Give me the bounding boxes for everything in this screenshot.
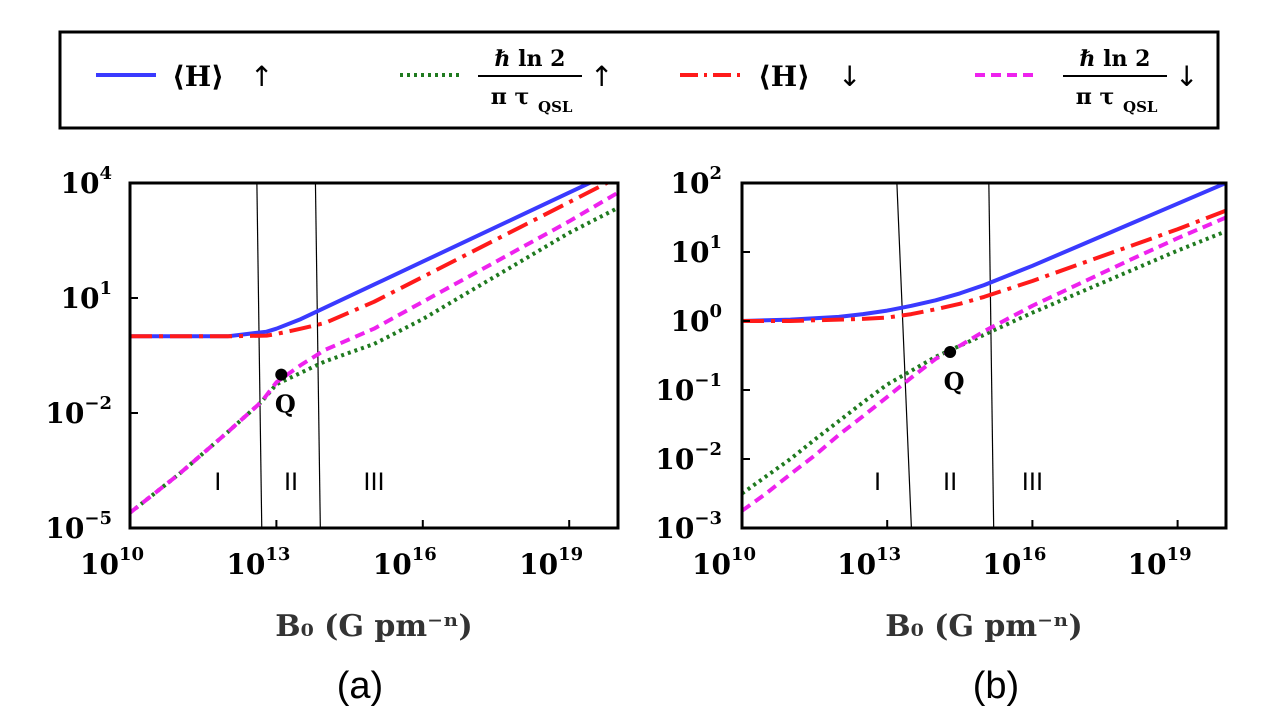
legend-arrow-qsl-up: ↑ [590, 60, 613, 93]
y-tick-label: 10−2 [45, 393, 112, 430]
x-axis-label: B₀ (G pm⁻ⁿ) [885, 609, 1083, 644]
y-tick-label: 101 [671, 232, 723, 269]
x-axis-label: B₀ (G pm⁻ⁿ) [275, 609, 473, 644]
y-tick-label: 10−5 [45, 508, 112, 545]
legend-frac-sub-qsl-down: QSL [1123, 98, 1158, 116]
legend-frac-top-qsl-down: ℏ ln 2 [1080, 46, 1151, 72]
series-line-h-up [130, 183, 595, 339]
y-tick-label: 101 [61, 278, 113, 315]
plot-frame [740, 181, 1228, 530]
regime-boundary-1 [896, 182, 912, 529]
legend-label-h-up: ⟨H⟩ [172, 60, 224, 93]
region-label: I [874, 468, 881, 496]
legend-label-h-down: ⟨H⟩ [758, 60, 810, 93]
legend-arrow-h-up: ↑ [250, 60, 273, 93]
series-line-qsl-up [130, 206, 618, 515]
y-tick-label: 100 [671, 301, 723, 338]
point-q-label: Q [944, 367, 965, 396]
point-q-marker [944, 346, 957, 359]
series-line-h-down [130, 183, 612, 339]
legend-arrow-h-down: ↓ [838, 60, 861, 93]
x-tick-label: 1019 [1128, 544, 1192, 581]
panel-tag: (b) [973, 665, 1019, 707]
regime-boundary-2 [988, 182, 995, 529]
legend-frame [58, 30, 1220, 130]
region-label: III [363, 468, 384, 496]
y-tick-label: 10−1 [655, 370, 722, 407]
plot-frame [128, 181, 620, 530]
x-tick-label: 1019 [519, 544, 583, 581]
x-tick-label: 1013 [226, 544, 290, 581]
series-line-h-down [742, 208, 1226, 323]
series-line-qsl-down [130, 190, 618, 515]
y-tick-label: 102 [671, 163, 723, 200]
region-label: II [943, 468, 957, 496]
region-label: II [284, 468, 298, 496]
legend-frac-bottom-qsl-down: π τ [1076, 84, 1115, 110]
legend-frac-bottom-qsl-up: π τ [491, 84, 530, 110]
legend: ⟨H⟩ ↑ ℏ ln 2 π τ QSL ↑ ⟨H⟩ ↓ ℏ ln 2 π τ … [58, 30, 1220, 130]
series-line-qsl-up [742, 229, 1226, 496]
panel-tag: (a) [337, 665, 383, 707]
point-q-marker [275, 368, 288, 381]
series-line-h-up [742, 183, 1226, 323]
legend-arrow-qsl-down: ↓ [1175, 60, 1198, 93]
y-tick-label: 10−2 [655, 439, 722, 476]
point-q-label: Q [275, 390, 296, 419]
y-tick-label: 104 [61, 163, 113, 200]
x-tick-label: 1013 [837, 544, 901, 581]
x-tick-label: 1010 [80, 544, 144, 581]
legend-frac-sub-qsl-up: QSL [538, 98, 573, 116]
region-label: I [214, 468, 221, 496]
region-label: III [1022, 468, 1043, 496]
y-tick-label: 10−3 [655, 508, 722, 545]
series-line-qsl-down [742, 215, 1226, 513]
legend-frac-top-qsl-up: ℏ ln 2 [495, 46, 566, 72]
regime-boundary-1 [256, 182, 263, 529]
x-tick-label: 1016 [373, 544, 437, 581]
x-tick-label: 1016 [982, 544, 1046, 581]
x-tick-label: 1010 [692, 544, 756, 581]
